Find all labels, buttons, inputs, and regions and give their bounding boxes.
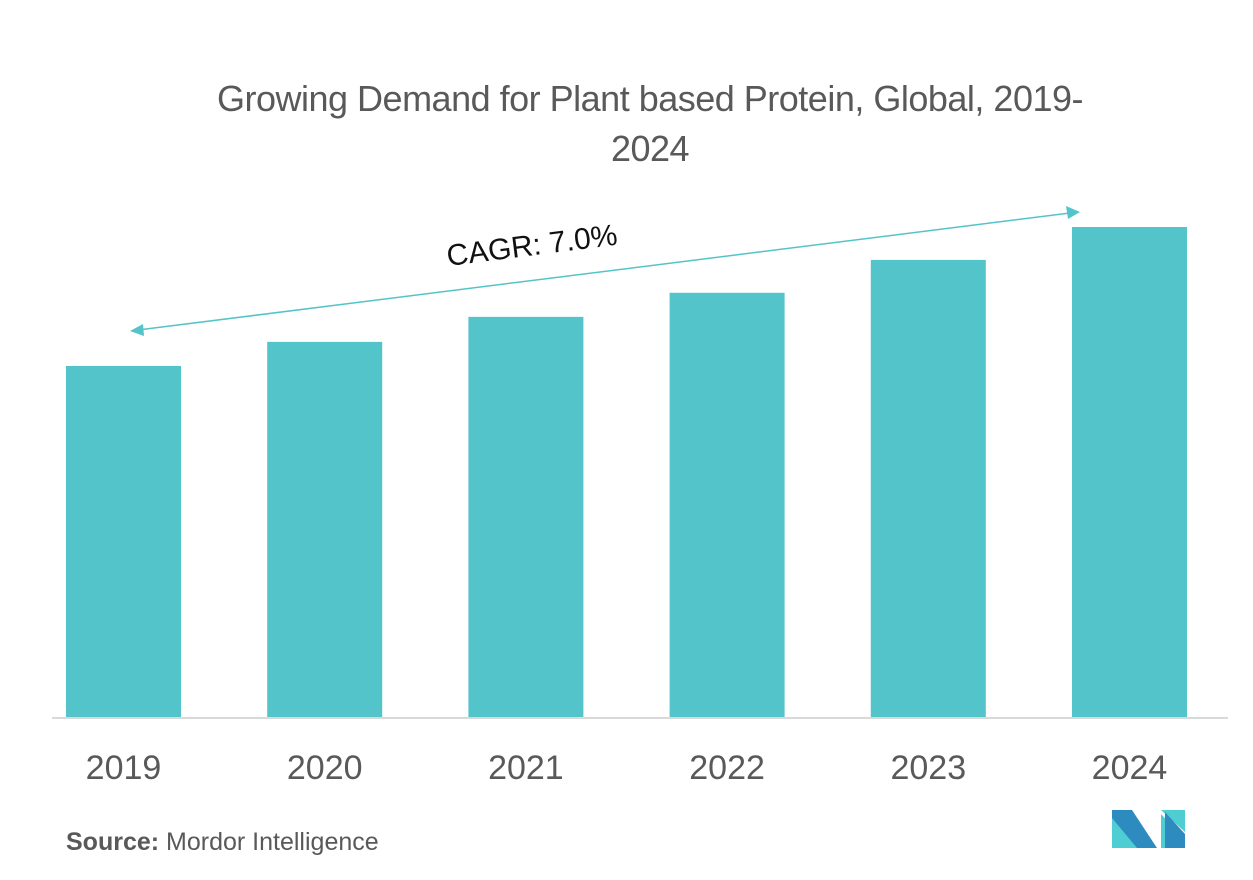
bars-group	[66, 227, 1187, 718]
cagr-arrow-head-left	[130, 324, 144, 336]
chart-title-line2: 2024	[610, 128, 690, 169]
cagr-arrow-head-right	[1066, 206, 1080, 219]
x-tick-label-2020: 2020	[287, 749, 363, 787]
cagr-arrow-line	[137, 212, 1071, 331]
source-value: Mordor Intelligence	[166, 828, 379, 856]
mordor-intelligence-logo-icon	[1112, 810, 1185, 848]
x-tick-label-2022: 2022	[689, 749, 765, 787]
bar-2019	[66, 365, 181, 718]
x-tick-label-2021: 2021	[488, 749, 564, 787]
x-tick-label-2024: 2024	[1092, 749, 1168, 787]
bar-2022	[669, 292, 785, 718]
bar-2023	[870, 259, 986, 718]
chart-title: Growing Demand for Plant based Protein, …	[130, 74, 1170, 174]
bar-2021	[468, 316, 584, 718]
x-tick-label-2023: 2023	[890, 749, 966, 787]
x-tick-labels: 2019 2020 2021 2022 2023 2024	[86, 749, 1168, 787]
bar-2024	[1072, 227, 1187, 718]
source-label: Source:	[66, 828, 160, 856]
cagr-label: CAGR: 7.0%	[445, 219, 620, 273]
bar-2020	[267, 341, 383, 718]
source-note: Source: Mordor Intelligence	[66, 828, 379, 857]
chart-title-line1: Growing Demand for Plant based Protein, …	[217, 78, 1084, 119]
x-tick-label-2019: 2019	[86, 749, 162, 787]
